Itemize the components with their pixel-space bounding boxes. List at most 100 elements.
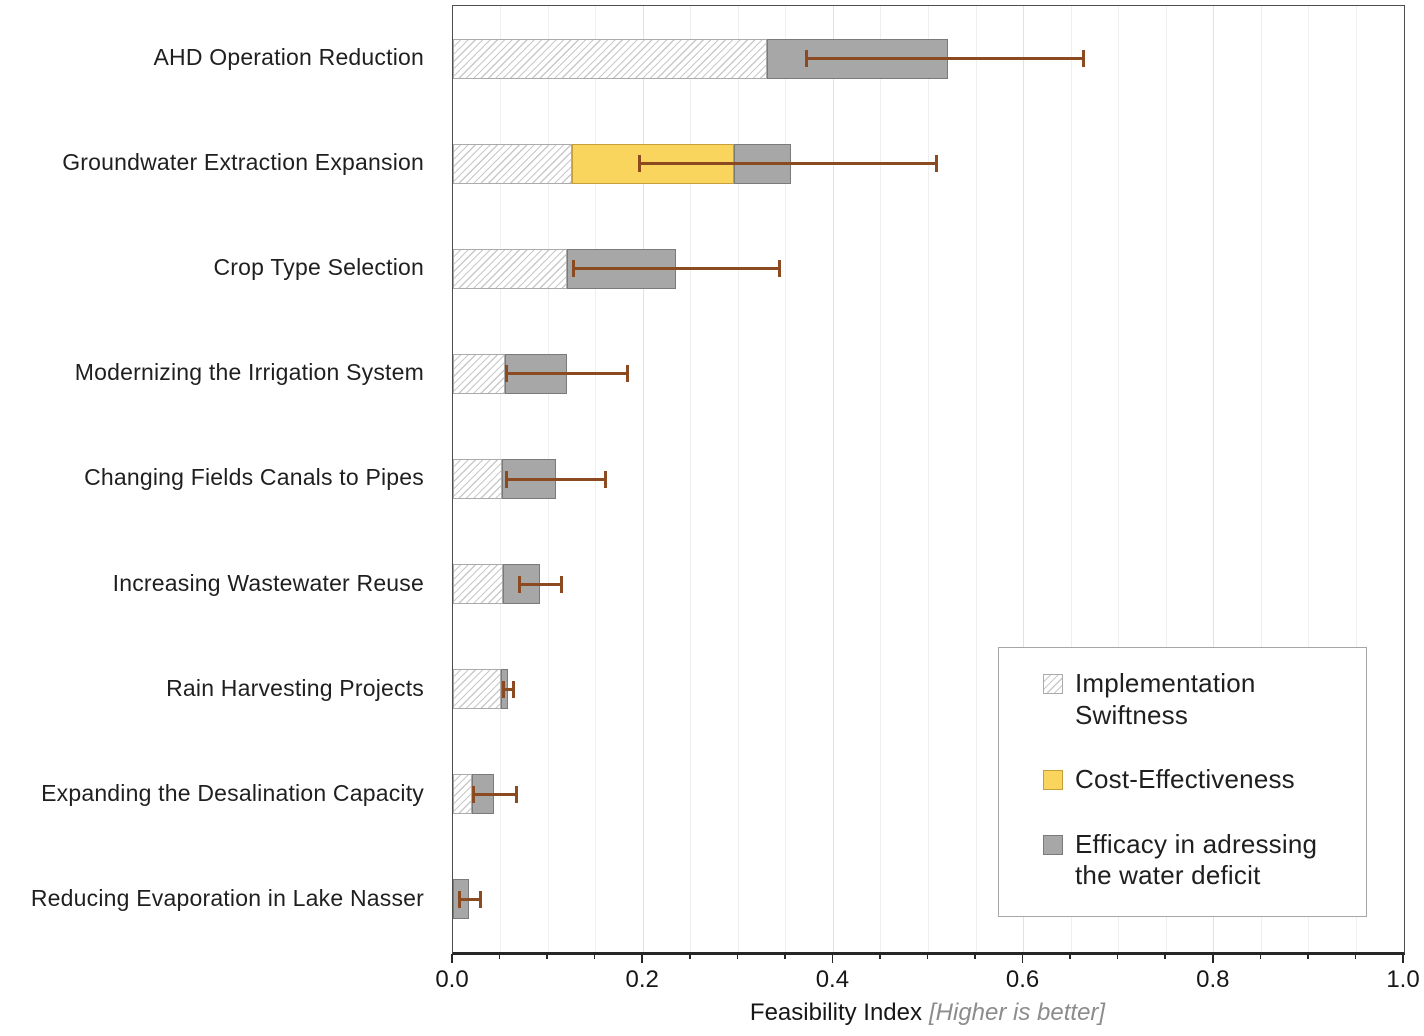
- gridline-minor: [1118, 6, 1120, 952]
- error-bar-cap-left: [571, 260, 575, 278]
- legend-label: Cost-Effectiveness: [1075, 764, 1295, 795]
- gridline-major: [832, 6, 834, 952]
- x-minor-tick: [1164, 954, 1167, 959]
- x-axis-title-text: Feasibility Index: [749, 999, 922, 1026]
- error-bar-line: [804, 57, 1086, 61]
- x-major-tick: [451, 954, 453, 963]
- gridline-minor: [880, 6, 882, 952]
- x-tick-label: 0.2: [625, 966, 659, 993]
- error-bar-line: [502, 687, 515, 691]
- x-minor-tick: [1259, 954, 1262, 959]
- error-bar-cap-right: [778, 260, 782, 278]
- x-minor-tick: [736, 954, 739, 959]
- error-bar-cap-right: [514, 785, 518, 803]
- x-minor-tick: [1069, 954, 1071, 959]
- x-major-tick: [1212, 954, 1214, 963]
- legend-item: Implementation Swiftness: [1043, 668, 1352, 731]
- x-tick-label: 0.6: [1005, 966, 1040, 993]
- gridline-minor: [1165, 6, 1167, 952]
- error-bar-cap-left: [457, 890, 461, 908]
- category-label: Changing Fields Canals to Pipes: [84, 464, 424, 491]
- error-bar-cap-right: [1082, 50, 1086, 68]
- legend-item: Cost-Effectiveness: [1043, 764, 1352, 796]
- x-minor-tick: [688, 954, 691, 959]
- error-bar-cap-right: [604, 470, 608, 488]
- x-minor-tick: [974, 954, 976, 959]
- error-bar-cap-left: [804, 50, 808, 68]
- category-axis-labels: AHD Operation Reduction Groundwater Extra…: [0, 5, 438, 951]
- error-bar: [457, 890, 483, 908]
- error-bar-cap-left: [517, 575, 521, 593]
- error-bar: [502, 680, 515, 698]
- category-label: Reducing Evaporation in Lake Nasser: [30, 884, 424, 911]
- error-bar-line: [505, 477, 608, 481]
- gridline-minor: [1260, 6, 1262, 952]
- legend-swatch-hatched-icon: [1043, 674, 1063, 694]
- x-axis-tick-labels: 0.0 0.2 0.4 0.6 0.8 1.0: [435, 966, 1419, 996]
- error-bar-line: [571, 267, 782, 271]
- x-tick-label: 0.8: [1196, 966, 1230, 993]
- bar-segment-hatched: [453, 564, 504, 605]
- x-minor-tick: [498, 954, 501, 959]
- gridline-major: [642, 6, 644, 952]
- category-label: Groundwater Extraction Expansion: [62, 149, 424, 176]
- bar-segment-hatched: [453, 353, 506, 394]
- x-minor-tick: [926, 954, 929, 959]
- plot-area: [452, 5, 1405, 955]
- error-bar: [638, 155, 938, 173]
- gridline-minor: [1070, 6, 1072, 952]
- x-minor-tick: [1307, 954, 1309, 959]
- error-bar: [505, 365, 629, 383]
- legend-label: Efficacy in adressing the water deficit: [1075, 828, 1318, 891]
- gridline-minor: [785, 6, 787, 952]
- error-bar-line: [457, 897, 483, 901]
- gridline-minor: [1355, 6, 1357, 952]
- error-bar-cap-left: [472, 785, 476, 803]
- x-minor-tick: [1116, 954, 1119, 959]
- error-bar-line: [638, 162, 938, 166]
- x-axis-title-note: [Higher is better]: [929, 999, 1106, 1026]
- gridline-minor: [1308, 6, 1310, 952]
- bar-segment-hatched: [453, 38, 767, 79]
- error-bar: [571, 260, 782, 278]
- bar-row: [453, 353, 568, 394]
- legend-item: Efficacy in adressing the water deficit: [1043, 829, 1352, 892]
- x-minor-tick: [879, 954, 881, 959]
- legend-swatch-yellow-icon: [1043, 770, 1063, 791]
- x-axis-ticks: [451, 954, 1404, 966]
- bar-segment-hatched: [453, 143, 572, 184]
- gridline-minor: [737, 6, 739, 952]
- x-major-tick: [831, 954, 834, 963]
- error-bar: [505, 470, 608, 488]
- gridline-minor: [690, 6, 692, 952]
- category-label: Rain Harvesting Projects: [166, 674, 424, 701]
- category-label: AHD Operation Reduction: [153, 44, 424, 71]
- error-bar-cap-right: [560, 575, 564, 593]
- error-bar-cap-left: [505, 470, 509, 488]
- category-label: Crop Type Selection: [213, 254, 424, 281]
- legend-box: Implementation Swiftness Cost-Effectivenes…: [998, 647, 1367, 917]
- x-minor-tick: [593, 954, 596, 959]
- x-minor-tick: [1354, 954, 1357, 959]
- error-bar-cap-left: [502, 680, 506, 698]
- error-bar-cap-right: [511, 680, 515, 698]
- error-bar: [472, 785, 518, 803]
- bar-segment-hatched: [453, 459, 503, 499]
- category-label: Expanding the Desalination Capacity: [41, 779, 424, 806]
- error-bar: [804, 50, 1086, 68]
- bar-segment-hatched: [453, 774, 473, 815]
- legend-swatch-gray-icon: [1043, 834, 1063, 855]
- category-label: Increasing Wastewater Reuse: [112, 569, 424, 596]
- gridline-major: [1023, 6, 1025, 952]
- gridline-minor: [975, 6, 977, 952]
- x-tick-label: 0.0: [435, 966, 469, 993]
- x-minor-tick: [784, 954, 786, 959]
- error-bar: [517, 575, 564, 593]
- bar-segment-hatched: [453, 669, 501, 710]
- x-major-tick: [1021, 954, 1024, 963]
- error-bar-line: [472, 792, 518, 796]
- gridline-minor: [928, 6, 929, 952]
- x-tick-label: 1.0: [1386, 966, 1420, 993]
- error-bar-cap-left: [505, 365, 509, 383]
